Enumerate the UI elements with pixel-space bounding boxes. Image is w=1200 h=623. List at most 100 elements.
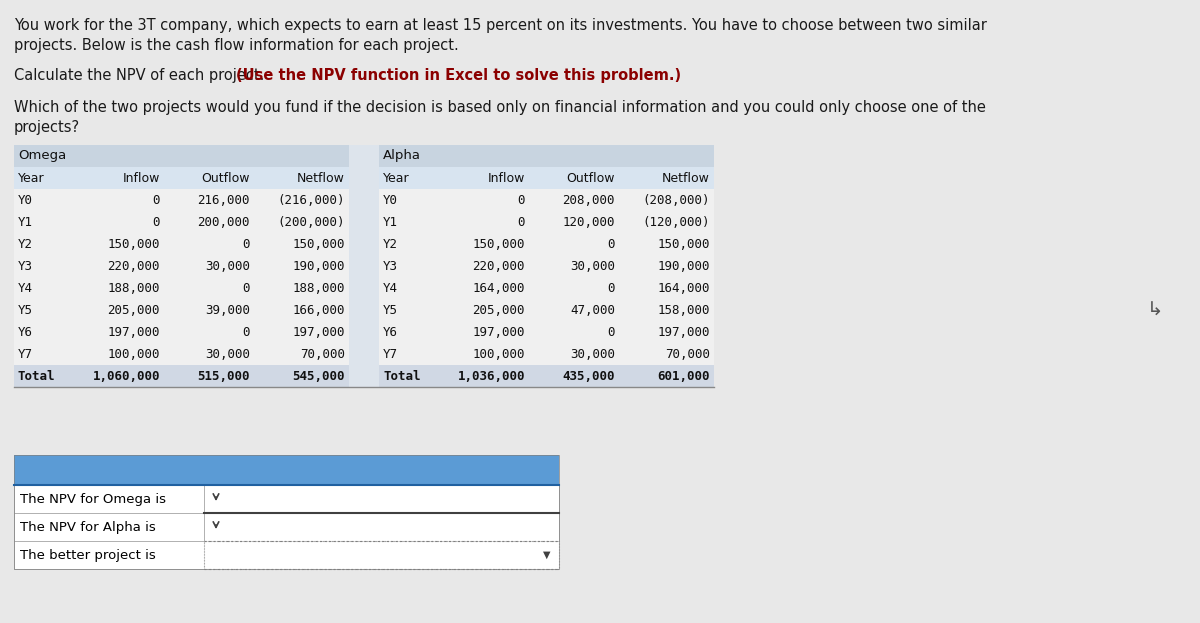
Text: 0: 0 (607, 282, 616, 295)
Bar (529, 255, 619, 277)
Bar (379, 255, 434, 277)
Bar (619, 299, 714, 321)
Bar (254, 343, 349, 365)
Text: 0: 0 (152, 194, 160, 206)
Text: Total: Total (18, 369, 55, 383)
Text: Y4: Y4 (383, 282, 398, 295)
Text: 0: 0 (517, 194, 526, 206)
Text: Netflow: Netflow (298, 171, 346, 184)
Bar (529, 167, 619, 189)
Bar (434, 189, 529, 211)
Text: Y0: Y0 (18, 194, 34, 206)
Text: 100,000: 100,000 (473, 348, 526, 361)
Text: 208,000: 208,000 (563, 194, 616, 206)
Text: 0: 0 (517, 216, 526, 229)
Bar (14, 455, 559, 485)
Text: 150,000: 150,000 (658, 237, 710, 250)
Bar (254, 211, 349, 233)
Text: 188,000: 188,000 (108, 282, 160, 295)
Text: 1,036,000: 1,036,000 (457, 369, 526, 383)
Bar (434, 167, 529, 189)
Text: (120,000): (120,000) (642, 216, 710, 229)
Text: projects?: projects? (14, 120, 80, 135)
Text: You work for the 3T company, which expects to earn at least 15 percent on its in: You work for the 3T company, which expec… (14, 18, 986, 33)
Bar (619, 365, 714, 387)
Text: 190,000: 190,000 (658, 260, 710, 272)
Text: 164,000: 164,000 (658, 282, 710, 295)
Text: Omega: Omega (18, 150, 66, 163)
Bar (14, 255, 70, 277)
Text: (Use the NPV function in Excel to solve this problem.): (Use the NPV function in Excel to solve … (236, 68, 682, 83)
Text: 164,000: 164,000 (473, 282, 526, 295)
Bar (14, 145, 349, 167)
Bar (619, 255, 714, 277)
Text: 150,000: 150,000 (108, 237, 160, 250)
Bar (14, 167, 70, 189)
Text: 150,000: 150,000 (473, 237, 526, 250)
Text: 30,000: 30,000 (205, 260, 250, 272)
Bar (619, 167, 714, 189)
Text: 197,000: 197,000 (293, 325, 346, 338)
Bar (164, 167, 254, 189)
Bar (529, 365, 619, 387)
Text: 166,000: 166,000 (293, 303, 346, 316)
Bar (254, 299, 349, 321)
Text: Y4: Y4 (18, 282, 34, 295)
Bar (379, 299, 434, 321)
Bar (164, 343, 254, 365)
Text: Y1: Y1 (383, 216, 398, 229)
Text: 188,000: 188,000 (293, 282, 346, 295)
Text: 545,000: 545,000 (293, 369, 346, 383)
Text: 197,000: 197,000 (108, 325, 160, 338)
Text: Year: Year (383, 171, 409, 184)
Text: projects. Below is the cash flow information for each project.: projects. Below is the cash flow informa… (14, 38, 458, 53)
Text: Y5: Y5 (18, 303, 34, 316)
Bar (14, 541, 204, 569)
Text: Alpha: Alpha (383, 150, 421, 163)
Bar (619, 343, 714, 365)
Text: 0: 0 (152, 216, 160, 229)
Text: 100,000: 100,000 (108, 348, 160, 361)
Bar (619, 189, 714, 211)
Text: Inflow: Inflow (122, 171, 160, 184)
Text: Year: Year (18, 171, 44, 184)
Bar (70, 189, 164, 211)
Bar (379, 145, 714, 167)
Bar (14, 277, 70, 299)
Text: Which of the two projects would you fund if the decision is based only on financ: Which of the two projects would you fund… (14, 100, 986, 115)
Text: 190,000: 190,000 (293, 260, 346, 272)
Text: 39,000: 39,000 (205, 303, 250, 316)
Bar (70, 299, 164, 321)
Bar (14, 189, 70, 211)
Text: Y5: Y5 (383, 303, 398, 316)
Text: Outflow: Outflow (202, 171, 250, 184)
Bar (619, 211, 714, 233)
Text: 200,000: 200,000 (198, 216, 250, 229)
Text: 0: 0 (242, 282, 250, 295)
Bar (434, 365, 529, 387)
Bar (14, 365, 70, 387)
Text: 120,000: 120,000 (563, 216, 616, 229)
Text: 197,000: 197,000 (658, 325, 710, 338)
Bar (164, 299, 254, 321)
Bar (529, 321, 619, 343)
Bar (379, 343, 434, 365)
Text: 205,000: 205,000 (108, 303, 160, 316)
Bar (164, 277, 254, 299)
Text: ↳: ↳ (1147, 300, 1163, 320)
Bar (379, 277, 434, 299)
Bar (70, 277, 164, 299)
Bar (434, 255, 529, 277)
Text: 205,000: 205,000 (473, 303, 526, 316)
Text: Netflow: Netflow (662, 171, 710, 184)
Bar (254, 321, 349, 343)
Bar (529, 189, 619, 211)
Bar (70, 343, 164, 365)
Text: Y2: Y2 (18, 237, 34, 250)
Text: 70,000: 70,000 (665, 348, 710, 361)
Bar (434, 233, 529, 255)
Text: The NPV for Alpha is: The NPV for Alpha is (20, 520, 156, 533)
Bar (254, 233, 349, 255)
Bar (14, 343, 70, 365)
Bar (434, 321, 529, 343)
